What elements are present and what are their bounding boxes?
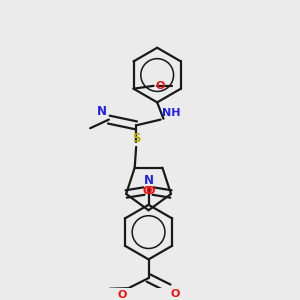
Text: O: O bbox=[146, 185, 155, 196]
Text: N: N bbox=[144, 174, 154, 187]
Text: N: N bbox=[97, 106, 107, 118]
Text: O: O bbox=[118, 290, 127, 300]
Text: NH: NH bbox=[162, 108, 180, 118]
Text: O: O bbox=[170, 289, 180, 299]
Text: O: O bbox=[142, 185, 152, 196]
Text: S: S bbox=[132, 132, 140, 145]
Text: O: O bbox=[155, 81, 165, 91]
